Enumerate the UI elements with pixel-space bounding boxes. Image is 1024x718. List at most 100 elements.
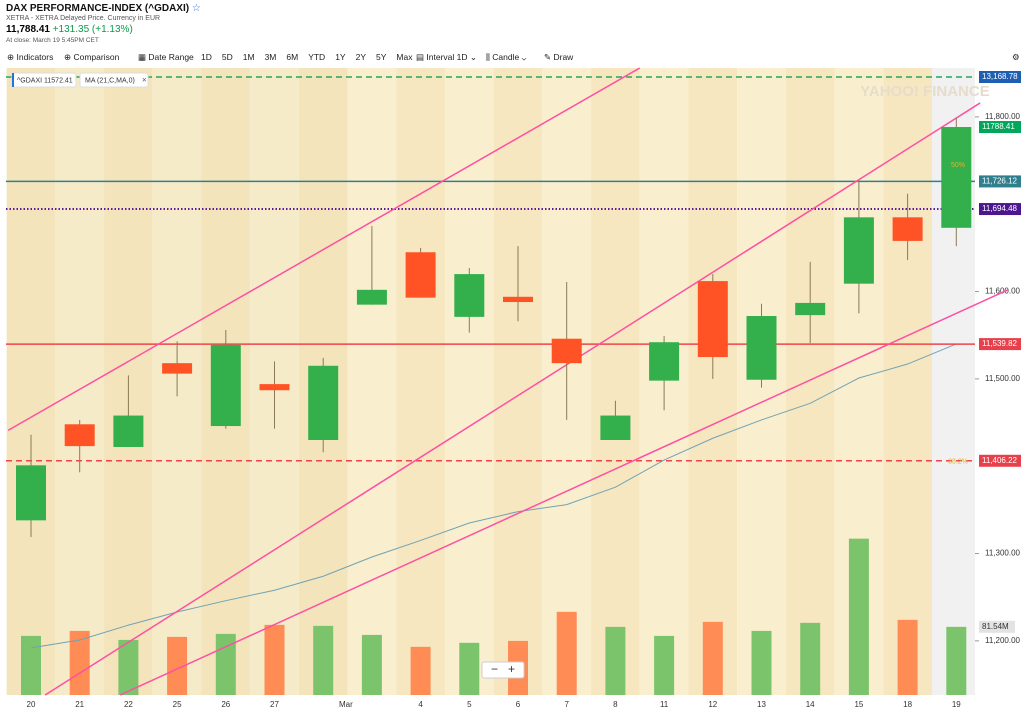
series-chip[interactable] <box>79 72 149 88</box>
y-tick-label: 11,800.00 <box>985 112 1021 121</box>
volume-bar <box>167 636 188 695</box>
volume-bar <box>654 635 675 695</box>
zoom-controls[interactable] <box>481 661 525 679</box>
change: +131.35 (+1.13%) <box>52 24 133 35</box>
x-tick-label: 20 <box>27 700 36 709</box>
range-button[interactable]: 1M <box>242 52 255 62</box>
volume-tag <box>979 620 1015 633</box>
price-tag-label: 11,726.12 <box>982 177 1018 186</box>
range-buttons: 1D 5D 1M 3M 6M YTD 1Y 2Y 5Y Max <box>201 52 422 62</box>
y-tick-label: 11,300.00 <box>985 549 1021 558</box>
x-tick-label: 19 <box>952 700 961 709</box>
x-tick-label: 22 <box>124 700 133 709</box>
candle-button[interactable]: ⫼ Candle ⌄ <box>486 52 527 62</box>
price-tag-label: 11,406.22 <box>982 456 1018 465</box>
zoom-out[interactable]: − <box>491 662 498 676</box>
range-button[interactable]: Max <box>396 52 413 62</box>
subtitle: XETRA - XETRA Delayed Price. Currency in… <box>6 15 161 22</box>
y-tick-label: 11,200.00 <box>985 636 1021 645</box>
volume-bar <box>410 646 431 695</box>
volume-bar <box>800 622 821 695</box>
trendline <box>119 289 1009 696</box>
volume-bar <box>751 630 772 695</box>
close-time: At close: March 19 5:45PM CET <box>6 37 99 44</box>
interval-button[interactable]: ▤ Interval 1D ⌄ <box>416 52 478 62</box>
price-tag-label: 11,539.82 <box>982 339 1018 348</box>
settings-button[interactable]: ⚙ <box>1012 52 1020 62</box>
range-button[interactable]: 6M <box>286 52 299 62</box>
watermark: YAHOO! FINANCE <box>860 83 989 100</box>
quote: 11,788.41 +131.35 (+1.13%) <box>6 24 133 35</box>
x-tick-label: 21 <box>75 700 84 709</box>
day-band <box>444 68 494 695</box>
price-tag <box>979 454 1021 467</box>
y-tick-label: 11,600.00 <box>985 287 1021 296</box>
day-band <box>396 68 445 695</box>
x-tick-label: 12 <box>708 700 717 709</box>
title: DAX PERFORMANCE-INDEX (^GDAXI) ☆ <box>6 3 201 14</box>
price-tag <box>979 175 1021 188</box>
label: Date Range <box>148 52 194 62</box>
volume-bar <box>264 624 285 695</box>
candle-body <box>454 274 485 317</box>
day-band <box>347 68 397 695</box>
x-tick-label: 27 <box>270 700 279 709</box>
price: 11,788.41 <box>6 24 50 35</box>
volume-bar <box>361 634 382 695</box>
label: 1D <box>456 52 468 62</box>
volume-tag-label: 81.54M <box>982 622 1009 631</box>
volume-bar <box>459 642 480 695</box>
candle-body <box>259 384 290 391</box>
day-band <box>591 68 640 695</box>
price-tag-label: 13,168.78 <box>982 72 1018 81</box>
range-button[interactable]: 5Y <box>376 52 387 62</box>
volume-bar <box>69 630 90 695</box>
candle-body <box>16 465 46 521</box>
x-tick-label: 15 <box>854 700 863 709</box>
volume-bar <box>702 621 723 695</box>
x-tick-label: 6 <box>516 700 521 709</box>
candle-body <box>746 316 777 380</box>
trendline <box>44 102 981 696</box>
trendline <box>7 67 641 432</box>
x-tick-label: 7 <box>564 700 569 709</box>
price-tag <box>979 203 1021 216</box>
zoom-in[interactable]: + <box>508 662 515 676</box>
date-range-button[interactable]: ▦ Date Range <box>138 52 194 62</box>
star[interactable]: ☆ <box>191 3 201 14</box>
x-tick-label: 25 <box>173 700 182 709</box>
chip-close: × <box>142 76 147 85</box>
volume-bar <box>118 639 139 695</box>
volume-bar <box>556 611 577 695</box>
volume-bar <box>848 538 869 695</box>
candle-body <box>356 289 387 305</box>
range-button[interactable]: 2Y <box>355 52 366 62</box>
candle-body <box>697 281 728 358</box>
range-button[interactable]: 5D <box>221 52 233 62</box>
comparison-button[interactable]: ⊕ Comparison <box>64 52 120 62</box>
fib-label: 38.2% <box>948 459 968 466</box>
label: Draw <box>553 52 574 62</box>
day-band <box>785 68 835 695</box>
candle-body <box>64 424 95 447</box>
range-button[interactable]: 1D <box>201 52 212 62</box>
indicators-button[interactable]: ⊕ Indicators <box>7 52 54 62</box>
draw-button[interactable]: ✎ Draw <box>544 52 574 62</box>
price-tag-label: 11,694.48 <box>982 204 1018 213</box>
chip-label: ^GDAXI 11572.41 <box>17 77 73 84</box>
volume-bar <box>313 625 334 695</box>
candle-body <box>892 217 923 241</box>
candle-body <box>551 338 582 364</box>
range-button[interactable]: YTD <box>308 52 326 62</box>
candle-body <box>795 302 826 316</box>
x-tick-label: 14 <box>806 700 815 709</box>
price-tag <box>979 338 1021 351</box>
range-button[interactable]: 3M <box>264 52 277 62</box>
candle-body <box>941 127 972 228</box>
chip-marker <box>12 73 14 87</box>
fib-label: 50% <box>951 162 965 169</box>
range-button[interactable]: 1Y <box>335 52 346 62</box>
x-tick-label: 11 <box>660 700 669 709</box>
